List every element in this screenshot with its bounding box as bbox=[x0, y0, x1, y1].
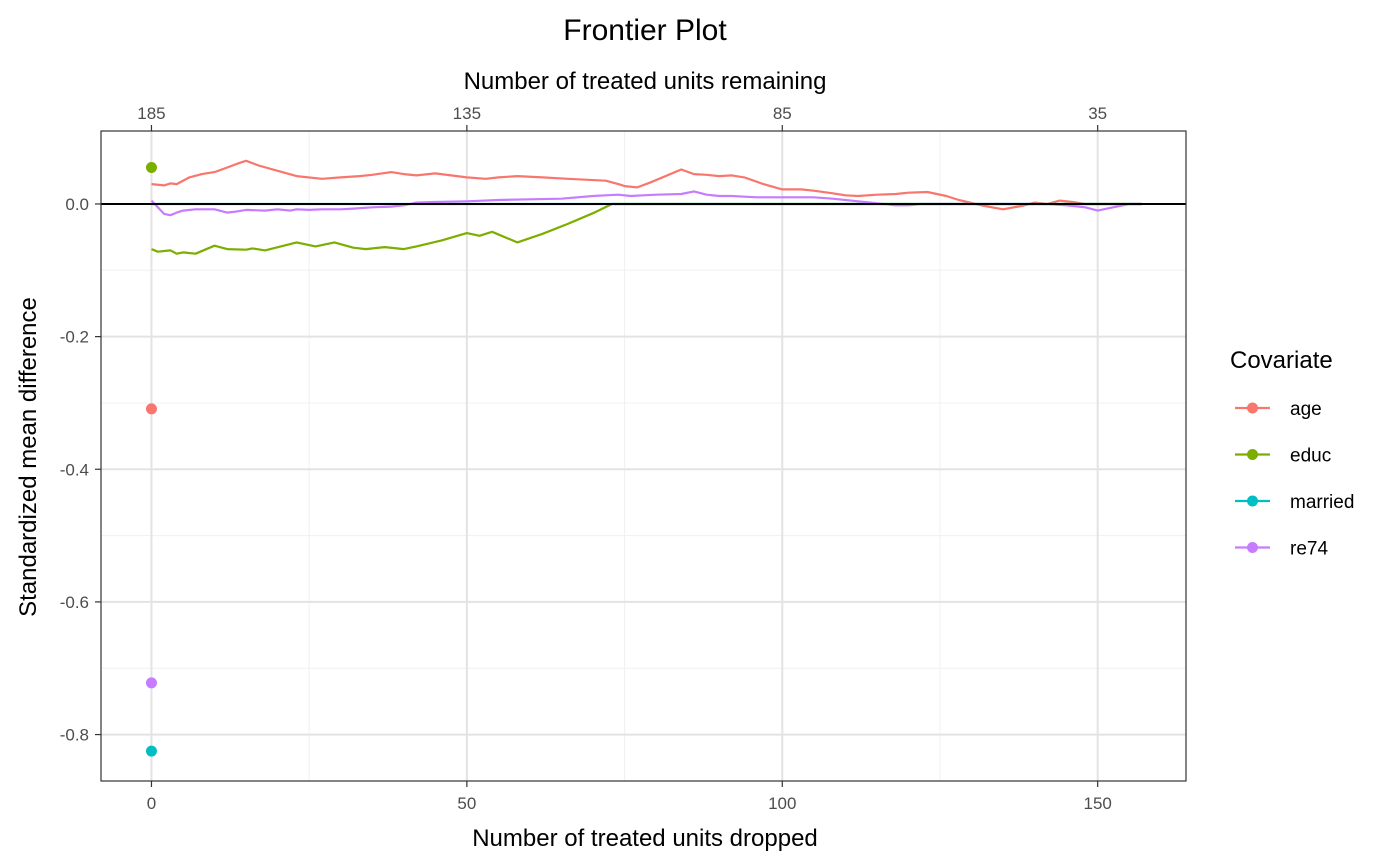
x2-tick-label: 85 bbox=[773, 104, 792, 123]
axis-ticks: 0 50 100 150 185 135 85 35 0.0 -0.2 -0.4 -0.6 -0.8 bbox=[60, 104, 1112, 813]
x-tick-label: 100 bbox=[768, 794, 796, 813]
start-point-married bbox=[145, 745, 157, 757]
y-tick-label: -0.6 bbox=[60, 593, 89, 612]
x2-tick-label: 185 bbox=[137, 104, 165, 123]
y-tick-label: 0.0 bbox=[65, 195, 89, 214]
x-tick-label: 0 bbox=[147, 794, 156, 813]
x2-tick-label: 135 bbox=[453, 104, 481, 123]
legend-title: Covariate bbox=[1230, 347, 1333, 374]
legend-label-age: age bbox=[1290, 399, 1322, 420]
plot-border bbox=[100, 130, 1187, 782]
grid bbox=[101, 131, 1186, 781]
legend-key-point-educ bbox=[1247, 449, 1258, 460]
y-tick-label: -0.4 bbox=[60, 460, 89, 479]
x2-tick-label: 35 bbox=[1088, 104, 1107, 123]
x-tick-label: 150 bbox=[1083, 794, 1111, 813]
chart-title: Frontier Plot bbox=[563, 14, 727, 47]
start-point-age bbox=[145, 403, 157, 415]
start-point-re74 bbox=[145, 677, 157, 689]
legend-key-point-age bbox=[1247, 402, 1258, 414]
y-tick-label: -0.2 bbox=[60, 328, 89, 347]
series-layer bbox=[101, 159, 1186, 757]
series-line-age bbox=[151, 159, 1142, 211]
legend-label-educ: educ bbox=[1290, 446, 1331, 467]
legend-label-re74: re74 bbox=[1290, 539, 1328, 560]
plot-background bbox=[101, 131, 1186, 781]
x2-axis-label: Number of treated units remaining bbox=[464, 68, 827, 95]
y-axis-label: Standardized mean difference bbox=[15, 297, 42, 617]
legend-label-married: married bbox=[1290, 492, 1354, 513]
start-point-educ bbox=[145, 161, 157, 173]
legend-key-point-married bbox=[1247, 495, 1258, 507]
x-axis-label: Number of treated units dropped bbox=[472, 825, 818, 852]
legend: Covariate age educ married re74 bbox=[1230, 347, 1354, 560]
x-tick-label: 50 bbox=[457, 794, 476, 813]
y-tick-label: -0.8 bbox=[60, 726, 89, 745]
legend-key-point-re74 bbox=[1247, 542, 1258, 553]
